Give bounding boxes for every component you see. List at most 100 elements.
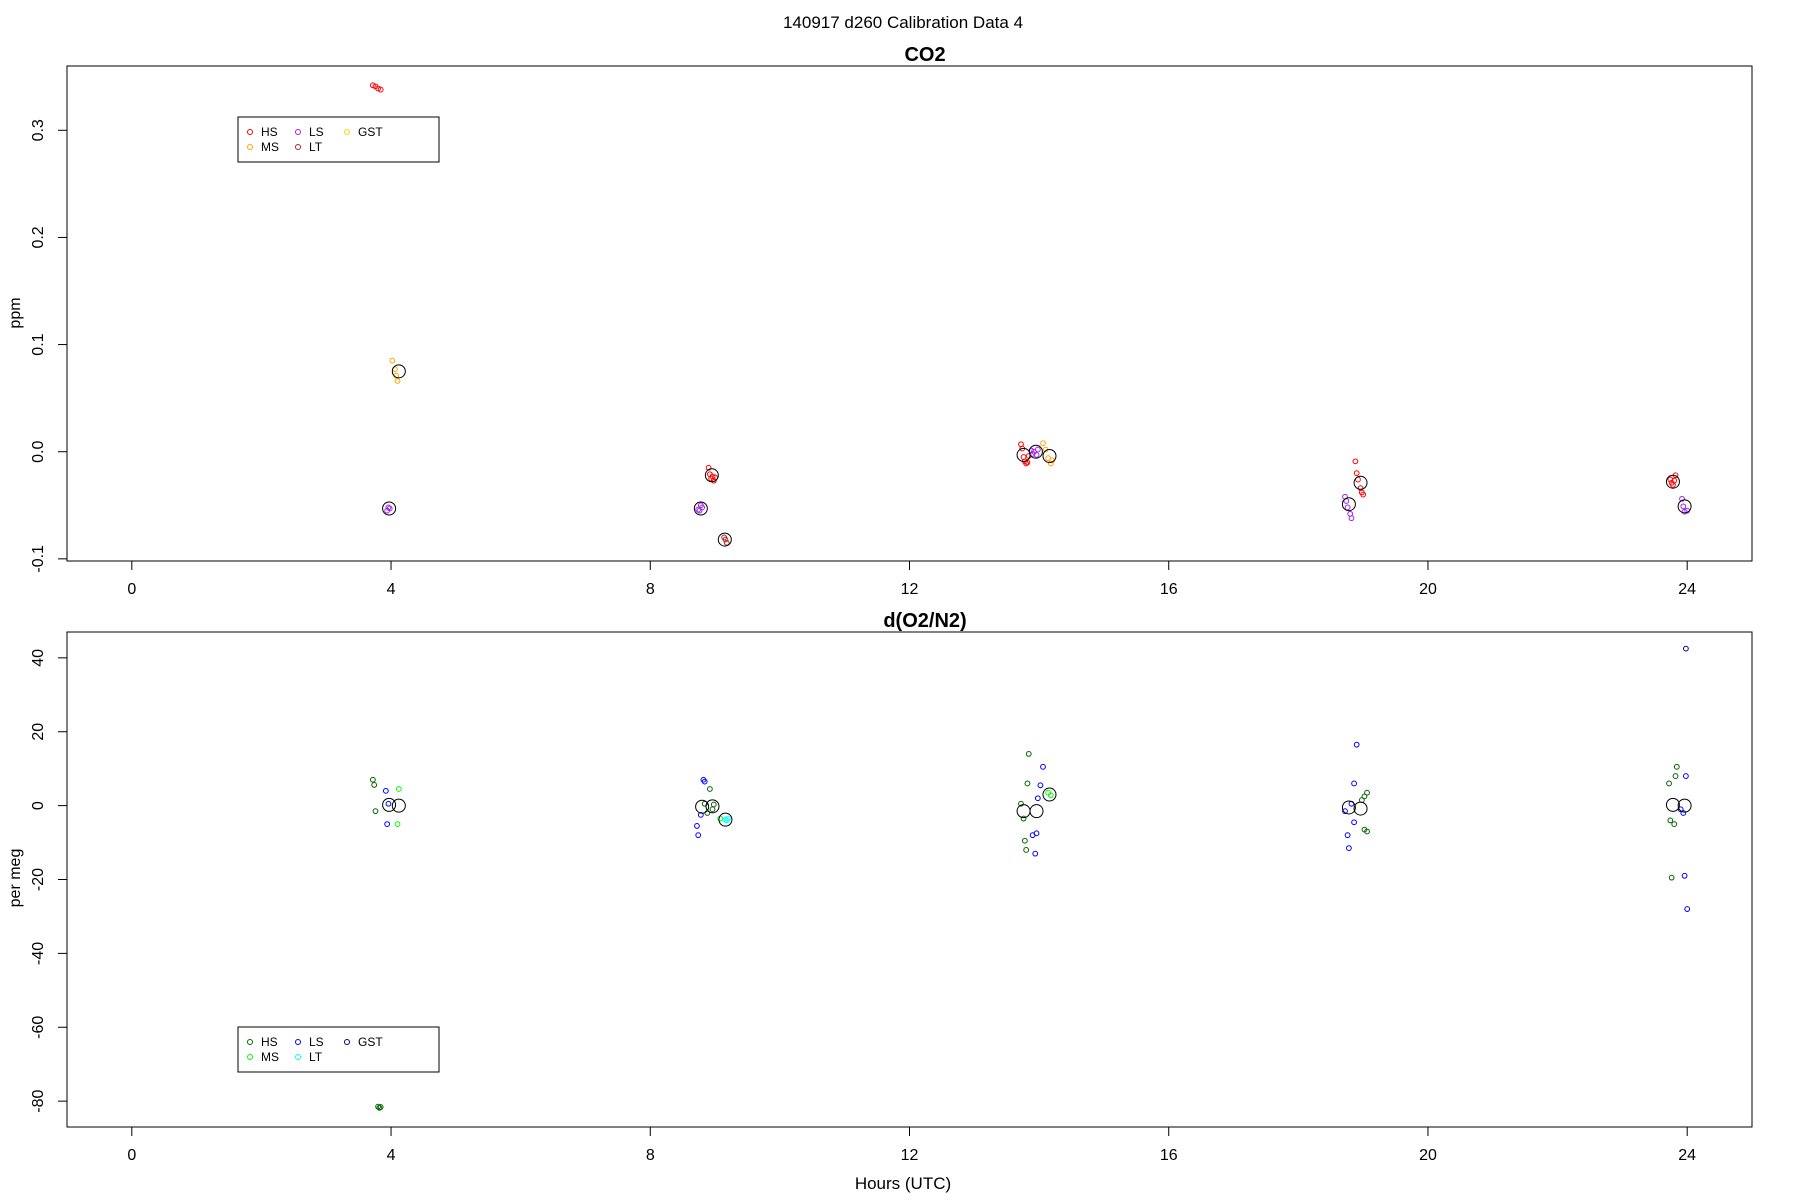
o2n2-mean-marker bbox=[1353, 801, 1368, 816]
o2n2-point-hs bbox=[1364, 789, 1370, 796]
co2-point-ls bbox=[696, 507, 703, 514]
o2n2-point-hs bbox=[1020, 815, 1027, 822]
o2n2-point-hs bbox=[1018, 800, 1024, 807]
co2-legend-hs: HS bbox=[247, 125, 278, 139]
co2-points bbox=[369, 82, 1692, 547]
co2-legend-ls: LS bbox=[295, 125, 324, 139]
o2n2-point-hs bbox=[1668, 874, 1675, 881]
co2-x-tick-label: 20 bbox=[1419, 581, 1437, 598]
o2n2-y-tick-label: 0 bbox=[30, 801, 47, 810]
o2n2-point-ls bbox=[382, 787, 389, 794]
co2-point-ls bbox=[1680, 503, 1687, 510]
o2n2-mean-marker bbox=[1677, 798, 1692, 813]
co2-y-tick-label: 0.1 bbox=[30, 333, 47, 355]
legend-marker bbox=[247, 1054, 253, 1060]
o2n2-y-axis: -80 -60 -40 -20 0 20 40 bbox=[30, 649, 68, 1113]
co2-point-ls bbox=[1344, 504, 1351, 511]
o2n2-point-ls bbox=[1353, 741, 1360, 748]
o2n2-points bbox=[369, 645, 1692, 1111]
legend-label: LS bbox=[309, 125, 324, 139]
o2n2-point-hs bbox=[701, 800, 708, 807]
co2-point-ls bbox=[1348, 515, 1355, 522]
o2n2-point-ls bbox=[385, 800, 392, 807]
co2-point-ls bbox=[1681, 508, 1688, 515]
co2-mean-marker bbox=[1353, 475, 1368, 490]
o2n2-x-tick-label: 12 bbox=[901, 1147, 919, 1164]
o2n2-point-hs bbox=[1673, 763, 1680, 770]
co2-ylabel: ppm bbox=[7, 297, 24, 328]
co2-point-hs bbox=[375, 85, 381, 92]
co2-point-hs bbox=[1360, 491, 1367, 498]
co2-mean-marker bbox=[704, 468, 719, 483]
o2n2-point-ls bbox=[1037, 782, 1044, 789]
o2n2-mean-marker bbox=[382, 797, 397, 812]
o2n2-legend-hs: HS bbox=[247, 1035, 278, 1049]
co2-point-lt bbox=[723, 539, 730, 546]
o2n2-point-ls bbox=[1684, 906, 1691, 912]
co2-title: CO2 bbox=[904, 44, 945, 66]
o2n2-point-hs bbox=[710, 801, 717, 808]
o2n2-legend-ms: MS bbox=[247, 1050, 279, 1064]
co2-mean-marker bbox=[1028, 444, 1043, 459]
co2-point-ls bbox=[1679, 495, 1685, 502]
co2-point-ms bbox=[394, 378, 401, 384]
legend-marker bbox=[344, 129, 350, 135]
o2n2-legend-box bbox=[237, 1026, 440, 1073]
o2n2-point-hs bbox=[1671, 821, 1678, 827]
legend-label: GST bbox=[358, 125, 383, 139]
o2n2-y-tick-label: -20 bbox=[30, 868, 47, 891]
o2n2-x-tick-label: 24 bbox=[1678, 1147, 1696, 1164]
co2-legend-box bbox=[237, 116, 440, 163]
o2n2-mean-marker bbox=[391, 798, 406, 813]
o2n2-point-hs bbox=[1024, 780, 1031, 787]
co2-y-tick-label: 0.0 bbox=[30, 440, 47, 462]
legend-label: HS bbox=[261, 125, 278, 139]
o2n2-x-tick-label: 16 bbox=[1160, 1147, 1178, 1164]
o2n2-point-ls bbox=[1680, 810, 1687, 816]
o2n2-point-ms bbox=[1047, 792, 1054, 799]
co2-point-hs bbox=[1353, 470, 1360, 477]
o2n2-point-hs bbox=[371, 782, 378, 788]
legend-label: LT bbox=[309, 1050, 323, 1064]
legend-marker bbox=[247, 129, 253, 135]
o2n2-ylabel: per meg bbox=[7, 849, 24, 908]
co2-point-ls bbox=[699, 504, 706, 511]
co2-x-tick-label: 24 bbox=[1678, 581, 1696, 598]
o2n2-mean-marker bbox=[1029, 804, 1044, 819]
o2n2-x-axis: 0 4 8 12 16 20 24 bbox=[127, 1126, 1696, 1164]
o2n2-point-ms bbox=[395, 786, 402, 792]
o2n2-point-hs bbox=[372, 808, 379, 815]
co2-legend-gst: GST bbox=[344, 125, 383, 139]
figure-title: 140917 d260 Calibration Data 4 bbox=[783, 13, 1023, 32]
o2n2-point-hs bbox=[709, 806, 716, 813]
co2-point-ls bbox=[1033, 452, 1040, 458]
o2n2-legend-ls: LS bbox=[295, 1035, 324, 1049]
o2n2-point-ls bbox=[1351, 780, 1357, 787]
o2n2-point-ls bbox=[1033, 830, 1040, 837]
o2n2-mean-marker bbox=[718, 812, 733, 827]
co2-point-hs bbox=[377, 86, 384, 93]
legend-marker bbox=[295, 1039, 301, 1045]
o2n2-xlabel: Hours (UTC) bbox=[855, 1174, 951, 1193]
o2n2-point-ls bbox=[384, 821, 391, 827]
o2n2-mean-marker bbox=[1665, 797, 1680, 812]
co2-point-hs bbox=[369, 82, 376, 89]
co2-mean-marker bbox=[391, 364, 406, 379]
o2n2-legend: HS MS LS LT GST bbox=[237, 1026, 440, 1073]
o2n2-point-hs bbox=[1672, 773, 1679, 779]
legend-label: GST bbox=[358, 1035, 383, 1049]
co2-point-hs bbox=[1352, 458, 1359, 465]
legend-marker bbox=[344, 1039, 350, 1045]
o2n2-point-lt bbox=[725, 815, 731, 822]
legend-marker bbox=[295, 129, 301, 135]
o2n2-point-ls bbox=[697, 811, 704, 818]
co2-point-lt bbox=[722, 536, 729, 543]
co2-mean-marker bbox=[1677, 499, 1692, 514]
legend-marker bbox=[295, 144, 301, 150]
legend-label: MS bbox=[261, 1050, 279, 1064]
o2n2-point-hs bbox=[1364, 828, 1370, 835]
o2n2-mean-marker bbox=[695, 799, 710, 814]
co2-mean-marker bbox=[1042, 449, 1057, 463]
co2-legend: HS MS LS LT GST bbox=[237, 116, 440, 163]
co2-x-tick-label: 16 bbox=[1160, 581, 1178, 598]
